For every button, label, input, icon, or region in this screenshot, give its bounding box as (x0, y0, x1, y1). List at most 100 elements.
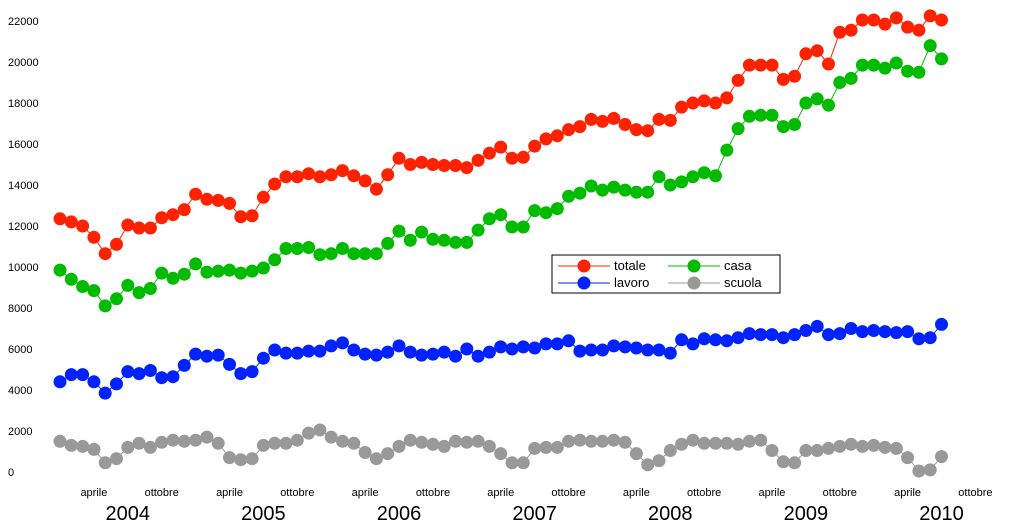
legend-label-lavoro: lavoro (614, 275, 649, 290)
data-point-scuola (516, 456, 530, 470)
data-point-scuola (901, 451, 915, 465)
data-point-totale (290, 170, 304, 184)
data-point-scuola (98, 456, 112, 470)
data-point-lavoro (403, 345, 417, 359)
series-totale (53, 9, 948, 261)
data-point-lavoro (844, 322, 858, 335)
data-point-casa (573, 186, 587, 200)
data-point-lavoro (211, 348, 225, 362)
data-point-scuola (87, 442, 101, 456)
data-point-scuola (505, 456, 519, 470)
data-point-lavoro (788, 328, 802, 342)
data-point-lavoro (539, 337, 553, 351)
data-point-casa (720, 143, 734, 157)
data-point-scuola (799, 444, 813, 457)
data-point-scuola (211, 436, 225, 450)
data-point-casa (381, 236, 395, 250)
data-point-casa (889, 56, 903, 70)
data-point-totale (765, 58, 779, 72)
data-point-scuola (822, 441, 835, 455)
data-point-lavoro (392, 339, 406, 353)
data-point-totale (901, 20, 915, 34)
data-point-casa (923, 39, 937, 53)
data-point-lavoro (867, 324, 881, 337)
data-point-casa (98, 299, 112, 313)
data-point-totale (426, 158, 440, 171)
data-point-scuola (550, 440, 564, 454)
x-tick-label: aprile (487, 487, 514, 499)
data-point-totale (618, 118, 632, 131)
data-point-scuola (844, 437, 858, 451)
data-point-scuola (415, 435, 429, 449)
data-point-casa (629, 185, 643, 199)
data-point-scuola (810, 444, 824, 457)
data-point-casa (76, 280, 90, 293)
legend-label-scuola: scuola (724, 275, 762, 290)
data-point-scuola (449, 434, 462, 448)
data-point-lavoro (358, 347, 372, 361)
data-point-lavoro (471, 349, 485, 363)
data-point-lavoro (369, 348, 383, 362)
y-tick-label: 12000 (8, 221, 39, 233)
data-point-lavoro (562, 334, 576, 348)
data-point-totale (878, 17, 892, 31)
x-tick-label: aprile (80, 487, 107, 499)
data-point-scuola (742, 434, 756, 448)
data-point-casa (788, 118, 802, 131)
data-point-lavoro (607, 339, 621, 353)
data-point-lavoro (686, 337, 700, 351)
data-point-scuola (754, 433, 768, 447)
y-tick-label: 0 (8, 467, 14, 479)
data-point-scuola (268, 436, 282, 450)
data-point-totale (550, 129, 564, 143)
y-tick-label: 6000 (8, 344, 32, 356)
data-point-casa (912, 65, 926, 79)
data-point-lavoro (336, 336, 349, 350)
x-tick-label: ottobre (551, 487, 585, 499)
series-scuola (53, 423, 948, 478)
data-point-lavoro (482, 345, 496, 359)
data-point-totale (64, 215, 78, 229)
data-point-scuola (369, 452, 383, 466)
y-tick-label: 8000 (8, 303, 32, 315)
data-point-lavoro (189, 347, 203, 361)
data-point-lavoro (415, 348, 429, 362)
data-point-casa (731, 122, 745, 136)
data-point-lavoro (516, 340, 530, 354)
y-tick-label: 14000 (8, 180, 39, 192)
data-point-scuola (686, 433, 700, 447)
data-point-totale (731, 73, 745, 87)
data-point-scuola (855, 439, 869, 453)
data-point-casa (200, 265, 214, 279)
x-tick-label: ottobre (958, 487, 992, 499)
data-point-totale (268, 177, 282, 191)
data-point-lavoro (64, 368, 78, 382)
data-point-lavoro (675, 333, 689, 347)
data-point-lavoro (200, 349, 214, 363)
data-point-lavoro (234, 367, 248, 381)
data-point-totale (302, 167, 316, 181)
year-label: 2010 (919, 503, 964, 525)
data-point-casa (302, 241, 316, 254)
data-point-totale (855, 13, 869, 27)
data-point-casa (403, 233, 417, 247)
data-point-totale (132, 221, 146, 235)
data-point-totale (799, 47, 813, 61)
data-point-scuola (562, 434, 576, 448)
data-point-casa (584, 179, 598, 193)
data-point-scuola (290, 433, 304, 447)
data-point-lavoro (889, 326, 903, 340)
data-point-casa (369, 247, 383, 261)
data-point-lavoro (878, 325, 892, 339)
x-tick-label: ottobre (416, 487, 450, 499)
series-layer (53, 9, 948, 478)
data-point-lavoro (460, 342, 474, 356)
data-point-casa (155, 266, 169, 280)
data-point-scuola (336, 434, 349, 448)
data-point-totale (324, 168, 338, 182)
data-point-totale (935, 13, 948, 27)
data-point-totale (76, 219, 90, 233)
data-point-lavoro (256, 351, 270, 365)
data-point-lavoro (302, 344, 316, 358)
data-point-scuola (110, 452, 123, 466)
